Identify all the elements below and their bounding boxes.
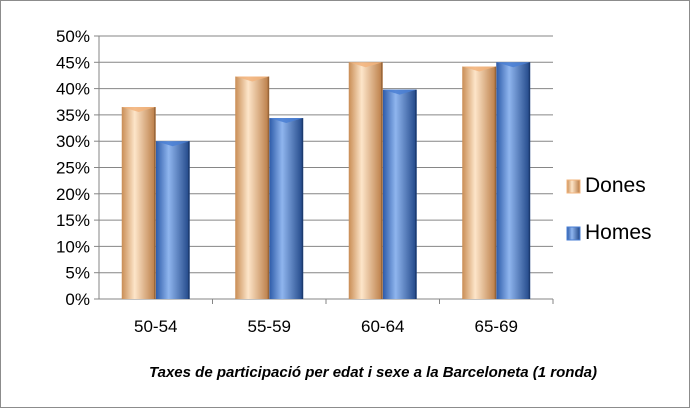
bar-cap <box>348 62 383 68</box>
legend: Dones Homes <box>566 174 652 244</box>
legend-item-dones: Dones <box>566 174 646 197</box>
bar-body <box>155 141 190 299</box>
bar-homes-50-54 <box>155 141 190 299</box>
bar-body <box>269 118 304 299</box>
bar-homes-55-59 <box>269 118 304 299</box>
y-tick-label: 40% <box>56 80 90 99</box>
x-tick-label: 55-59 <box>248 317 291 336</box>
bar-cap <box>155 141 190 147</box>
y-tick-label: 35% <box>56 106 90 125</box>
y-tick-label: 20% <box>56 185 90 204</box>
bars <box>121 62 531 300</box>
bar-cap <box>462 66 497 72</box>
tick-labels: 0% 5% 10% 15% 20% 25% 30% 35% 40% 45% 50% 50-54 55-5… <box>56 27 518 336</box>
y-tick-label: 45% <box>56 53 90 72</box>
bar-dones-65-69 <box>462 66 497 300</box>
chart-caption: Taxes de participació per edat i sexe a … <box>149 364 597 381</box>
bar-body <box>121 107 156 299</box>
legend-swatch <box>566 179 581 194</box>
y-tick-label: 5% <box>65 264 90 283</box>
bar-body <box>382 89 417 299</box>
bar-body <box>462 66 497 300</box>
legend-label: Homes <box>585 221 652 244</box>
bar-cap <box>269 118 304 124</box>
bar-dones-55-59 <box>235 76 270 299</box>
bar-body <box>235 76 270 299</box>
y-tick-label: 30% <box>56 132 90 151</box>
legend-swatch <box>566 226 581 241</box>
y-tick-label: 25% <box>56 159 90 178</box>
y-tick-label: 50% <box>56 27 90 46</box>
x-tick-label: 65-69 <box>475 317 518 336</box>
y-tick-label: 15% <box>56 211 90 230</box>
y-tick-label: 10% <box>56 237 90 256</box>
bar-dones-60-64 <box>348 62 383 299</box>
x-tick-label: 60-64 <box>361 317 404 336</box>
legend-label: Dones <box>585 174 646 197</box>
x-tick-label: 50-54 <box>134 317 177 336</box>
bar-body <box>496 62 531 299</box>
bar-cap <box>121 107 156 113</box>
legend-item-homes: Homes <box>566 221 652 244</box>
bar-cap <box>382 89 417 95</box>
y-tick-label: 0% <box>65 290 90 309</box>
bar-dones-50-54 <box>121 107 156 299</box>
bar-homes-65-69 <box>496 62 531 299</box>
bar-cap <box>496 62 531 68</box>
bar-homes-60-64 <box>382 89 417 299</box>
bar-cap <box>235 76 270 82</box>
bar-body <box>348 62 383 299</box>
